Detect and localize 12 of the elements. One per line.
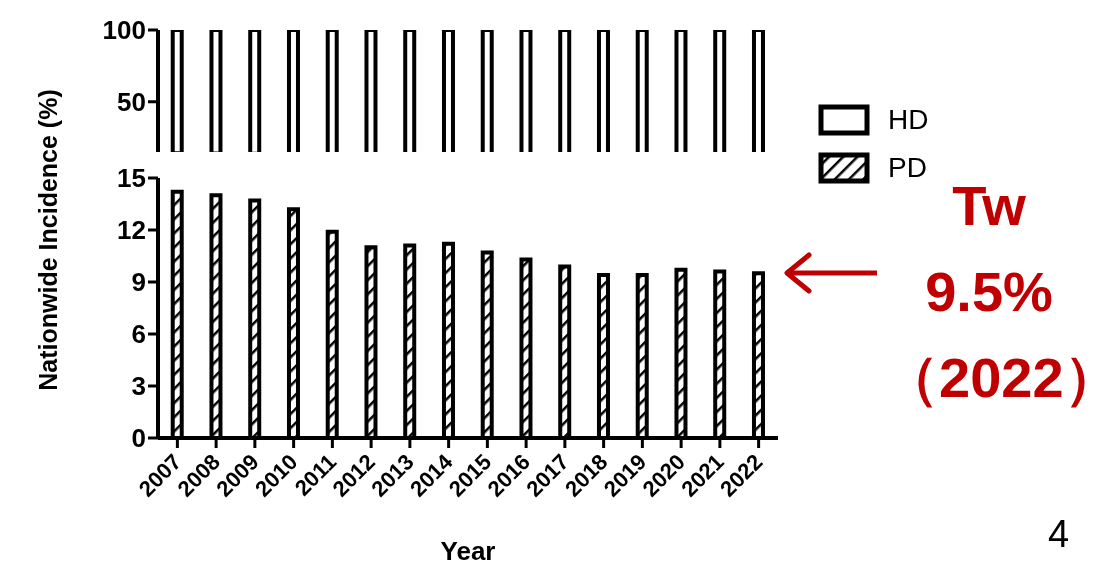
y-tick-label: 9 — [131, 267, 146, 298]
legend-label: HD — [888, 104, 929, 136]
x-axis-title: Year — [440, 536, 496, 566]
y-tick-label: 100 — [102, 15, 146, 46]
y-axis-title: Nationwide Incidence (%) — [33, 89, 63, 391]
y-tick-label: 6 — [131, 319, 146, 350]
y-tick-label: 0 — [131, 423, 146, 454]
y-tick-label: 3 — [131, 371, 146, 402]
text: 4 — [1048, 513, 1070, 556]
y-tick-label: 15 — [117, 163, 146, 194]
y-tick-label: 12 — [117, 215, 146, 246]
y-tick-label: 50 — [117, 86, 146, 117]
